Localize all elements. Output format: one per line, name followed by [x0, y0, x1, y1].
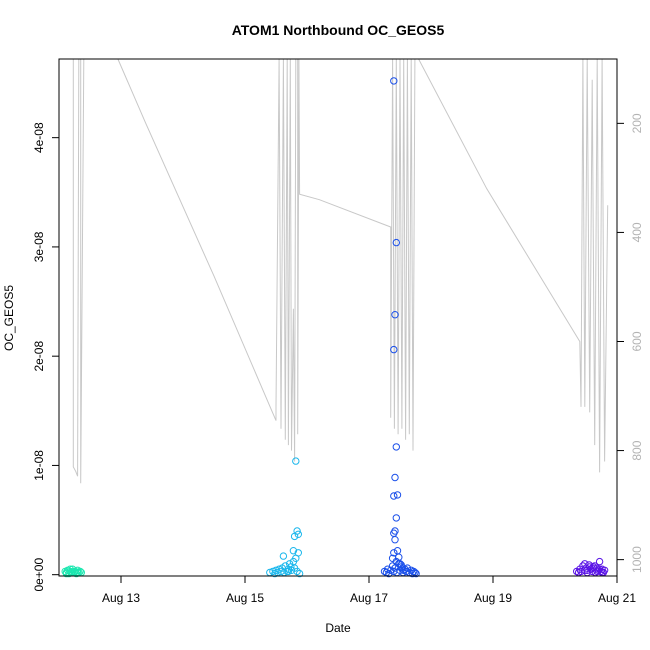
y2-tick-label: 1000 [630, 546, 644, 573]
data-point [295, 569, 304, 578]
data-point [275, 565, 283, 573]
data-point [292, 457, 300, 465]
y-tick-label: 2e-08 [32, 341, 46, 372]
data-point [70, 567, 78, 576]
data-point [293, 567, 301, 576]
data-point [392, 443, 400, 451]
plot-frame [58, 58, 618, 577]
data-point [600, 566, 609, 574]
data-point [390, 492, 398, 500]
x-tick-label: Aug 17 [350, 591, 388, 605]
data-point [66, 567, 74, 576]
data-point [391, 536, 399, 544]
x-tick-label: Aug 13 [102, 591, 140, 605]
data-point [289, 547, 298, 555]
axes-layer: Aug 13 Aug 15 Aug 17 Aug 19 Aug 21 0e+00 1e-08… [32, 113, 644, 605]
data-point [583, 566, 591, 574]
data-point [294, 549, 302, 557]
x-tick-label: Aug 15 [226, 591, 264, 605]
data-point [595, 557, 604, 566]
data-point [403, 564, 412, 572]
data-points-layer [61, 77, 609, 578]
y2-tick-label: 200 [630, 113, 644, 133]
data-point [269, 567, 277, 576]
data-point [588, 564, 596, 572]
data-point [392, 557, 400, 566]
y-tick-label: 4e-08 [32, 122, 46, 153]
data-point [390, 77, 398, 85]
y2-tick-label: 800 [630, 440, 644, 460]
data-point [279, 552, 288, 560]
data-point [66, 565, 74, 573]
data-point [393, 547, 402, 555]
data-point [287, 563, 295, 571]
y-tick-label: 1e-08 [32, 450, 46, 481]
data-point [390, 549, 398, 557]
data-point [285, 560, 294, 568]
pressure-line [72, 58, 609, 484]
data-point [294, 530, 302, 538]
data-point [392, 238, 400, 247]
x-tick-label: Aug 21 [598, 591, 636, 605]
data-point [409, 567, 418, 576]
y2-tick-label: 600 [630, 331, 644, 351]
data-point [272, 566, 280, 574]
data-point [593, 567, 601, 576]
data-point [390, 345, 398, 354]
y-tick-label: 3e-08 [32, 231, 46, 262]
y-tick-label: 0e+00 [32, 558, 46, 592]
y2-tick-label: 400 [630, 222, 644, 242]
data-point [396, 560, 404, 568]
data-point [271, 569, 279, 578]
pressure-line-layer [72, 58, 609, 484]
data-point [293, 527, 301, 535]
data-point [391, 473, 399, 482]
data-point [383, 565, 392, 573]
chart-title: ATOM1 Northbound OC_GEOS5 [232, 22, 445, 38]
data-point [393, 491, 402, 499]
y-axis-label: OC_GEOS5 [2, 285, 16, 351]
data-point [387, 566, 395, 574]
data-point [392, 514, 400, 522]
data-point [284, 567, 293, 576]
data-point [412, 569, 420, 578]
data-point [391, 527, 399, 535]
data-point [400, 566, 408, 574]
data-point [62, 569, 71, 578]
data-point [391, 311, 399, 319]
x-axis-label: Date [325, 621, 351, 635]
x-tick-label: Aug 19 [474, 591, 512, 605]
